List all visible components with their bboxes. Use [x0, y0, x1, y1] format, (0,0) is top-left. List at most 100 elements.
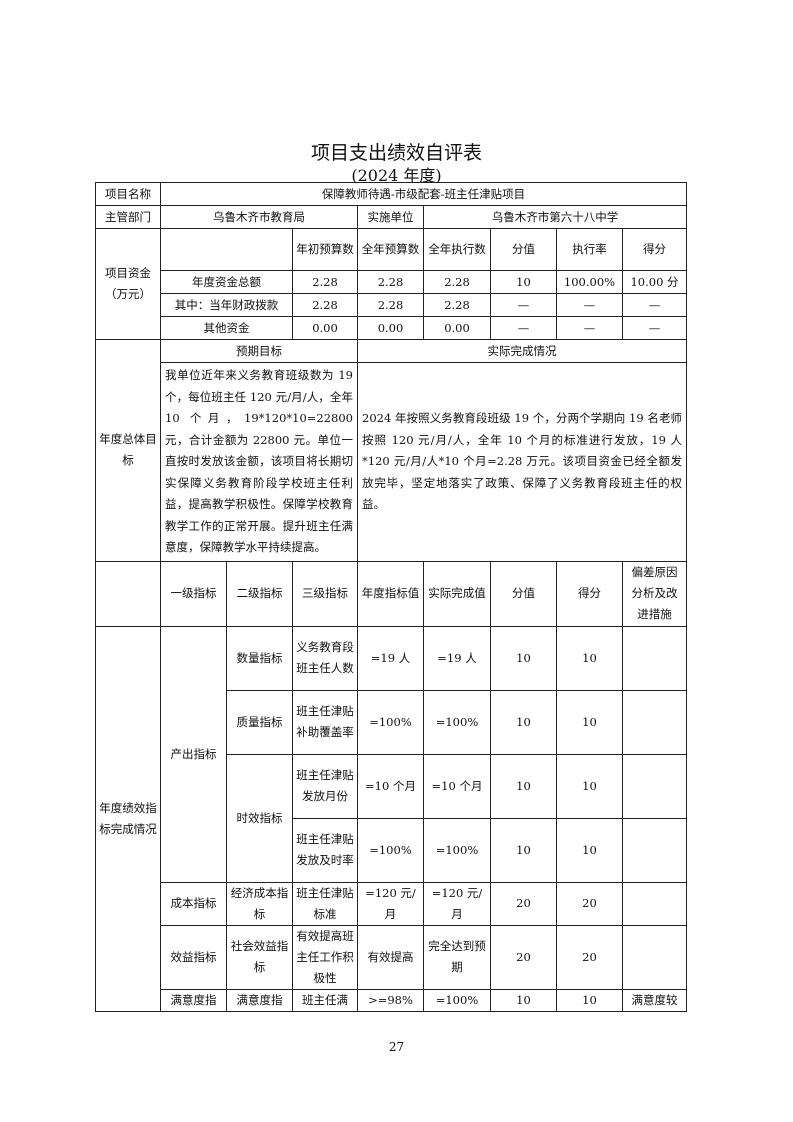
project-name-row: 项目名称 保障教师待遇-市级配套-班主任津贴项目: [95, 182, 688, 206]
score: 10: [556, 625, 623, 691]
goals-label: 年度总体目标: [95, 339, 161, 562]
indicator-row: 质量指标 班主任津贴补助覆盖率 =100% =100% 10 10: [96, 689, 688, 755]
score: 10: [556, 753, 623, 819]
funds-cell: —: [621, 293, 688, 317]
funds-header: 执行率: [556, 228, 623, 271]
target-value: >=98%: [357, 988, 424, 1012]
impl-label: 实施单位: [357, 205, 424, 229]
dept-row: 主管部门 乌鲁木齐市教育局 实施单位 乌鲁木齐市第六十八中学: [95, 205, 688, 229]
indicator-header-blank: [95, 560, 161, 627]
funds-cell: 0.00: [423, 316, 491, 340]
score: 20: [556, 881, 623, 926]
funds-header-row: 项目资金（万元） 年初预算数 全年预算数 全年执行数 分值 执行率 得分: [95, 228, 688, 340]
project-name-label: 项目名称: [95, 182, 161, 206]
evaluation-table: 项目名称 保障教师待遇-市级配套-班主任津贴项目 主管部门 乌鲁木齐市教育局 实…: [95, 182, 688, 1012]
indicator-header: 得分: [556, 560, 623, 627]
funds-cell: 0.00: [292, 316, 358, 340]
page-number: 27: [388, 1040, 405, 1054]
l2-indicator: 满意度指: [226, 988, 293, 1012]
goals-row: 我单位近年来义务教育班级数为 19 个，每位班主任 120 元/月/人，全年 1…: [96, 362, 688, 562]
actual-value: =19 人: [423, 625, 491, 691]
funds-cell: —: [621, 316, 688, 340]
score: 10: [556, 817, 623, 883]
funds-row: 其他资金 0.00 0.00 0.00 — — —: [96, 316, 688, 340]
l1-indicator: 效益指标: [160, 924, 227, 990]
score-value: 20: [490, 881, 557, 926]
indicator-header: 年度指标值: [357, 560, 424, 627]
funds-row-label: 年度资金总额: [160, 270, 293, 294]
l3-indicator: 班主任津贴补助覆盖率: [292, 689, 358, 755]
funds-cell: 2.28: [292, 270, 358, 294]
indicator-header: 三级指标: [292, 560, 358, 627]
l3-indicator: 班主任津贴发放月份: [292, 753, 358, 819]
indicator-header: 实际完成值: [423, 560, 491, 627]
expected-goal-text: 我单位近年来义务教育班级数为 19 个，每位班主任 120 元/月/人，全年 1…: [160, 362, 358, 562]
funds-cell: 2.28: [423, 293, 491, 317]
actual-goal-text: 2024 年按照义务教育段班级 19 个，分两个学期向 19 名老师按照 120…: [356, 362, 688, 562]
target-value: =19 人: [357, 625, 424, 691]
note: [621, 924, 688, 990]
page-subtitle: (2024 年度): [351, 166, 442, 185]
note: [621, 625, 688, 691]
score: 10: [556, 689, 623, 755]
output-indicator-label: 产出指标: [160, 625, 227, 883]
score: 20: [556, 924, 623, 990]
score-value: 20: [490, 924, 557, 990]
note: 满意度较: [621, 988, 688, 1012]
indicators-label: 年度绩效指标完成情况: [95, 625, 161, 1012]
l3-indicator: 班主任满: [292, 988, 358, 1012]
target-value: =10 个月: [357, 753, 424, 819]
l1-indicator: 成本指标: [160, 881, 227, 926]
actual-value: =100%: [423, 689, 491, 755]
actual-value: =100%: [423, 817, 491, 883]
funds-cell: —: [490, 316, 557, 340]
target-value: =100%: [357, 689, 424, 755]
note: [621, 881, 688, 926]
dept-value: 乌鲁木齐市教育局: [160, 205, 358, 229]
funds-cell: —: [556, 316, 623, 340]
target-value: 有效提高: [357, 924, 424, 990]
funds-cell: 2.28: [423, 270, 491, 294]
funds-cell: 0.00: [357, 316, 424, 340]
funds-cell: 100.00%: [556, 270, 623, 294]
score-value: 10: [490, 625, 557, 691]
indicator-row: 时效指标 班主任津贴发放月份 =10 个月 =10 个月 10 10: [96, 753, 688, 883]
l2-indicator: 数量指标: [226, 625, 293, 691]
funds-cell: —: [556, 293, 623, 317]
funds-blank: [160, 228, 293, 271]
l3-indicator: 班主任津贴发放及时率: [292, 817, 358, 883]
indicator-header-row: 一级指标 二级指标 三级指标 年度指标值 实际完成值 分值 得分 偏差原因分析及…: [95, 560, 688, 627]
indicator-header: 二级指标: [226, 560, 293, 627]
funds-row: 年度资金总额 2.28 2.28 2.28 10 100.00% 10.00 分: [96, 270, 688, 294]
indicator-row: 成本指标 经济成本指标 班主任津贴标准 =120 元/月 =120 元/月 20…: [96, 881, 688, 926]
funds-cell: 2.28: [292, 293, 358, 317]
score: 10: [556, 988, 623, 1012]
expected-label: 预期目标: [160, 339, 358, 363]
target-value: =100%: [357, 817, 424, 883]
score-value: 10: [490, 753, 557, 819]
indicator-row: 满意度指 满意度指 班主任满 >=98% =100% 10 10 满意度较: [96, 988, 688, 1012]
impl-value: 乌鲁木齐市第六十八中学: [422, 205, 688, 229]
funds-cell: 2.28: [357, 293, 424, 317]
l3-indicator: 班主任津贴标准: [292, 881, 358, 926]
score-value: 10: [490, 988, 557, 1012]
target-value: =120 元/月: [357, 881, 424, 926]
l2-indicator: 时效指标: [226, 753, 293, 883]
funds-row-label: 其中：当年财政拨款: [160, 293, 293, 317]
funds-header: 全年执行数: [423, 228, 491, 271]
funds-row-label: 其他资金: [160, 316, 293, 340]
funds-header: 全年预算数: [357, 228, 424, 271]
funds-header: 得分: [621, 228, 688, 271]
actual-value: =120 元/月: [423, 881, 491, 926]
indicator-row: 班主任津贴发放及时率 =100% =100% 10 10: [96, 817, 688, 883]
actual-value: =100%: [423, 988, 491, 1012]
funds-label: 项目资金（万元）: [95, 228, 161, 340]
actual-label: 实际完成情况: [356, 339, 688, 363]
l3-indicator: 义务教育段班主任人数: [292, 625, 358, 691]
indicator-row: 年度绩效指标完成情况 产出指标 数量指标 义务教育段班主任人数 =19 人 =1…: [95, 625, 688, 1012]
project-name: 保障教师待遇-市级配套-班主任津贴项目: [159, 182, 688, 206]
funds-header: 分值: [490, 228, 557, 271]
indicator-header: 分值: [490, 560, 557, 627]
funds-header: 年初预算数: [292, 228, 358, 271]
l2-indicator: 质量指标: [226, 689, 293, 755]
